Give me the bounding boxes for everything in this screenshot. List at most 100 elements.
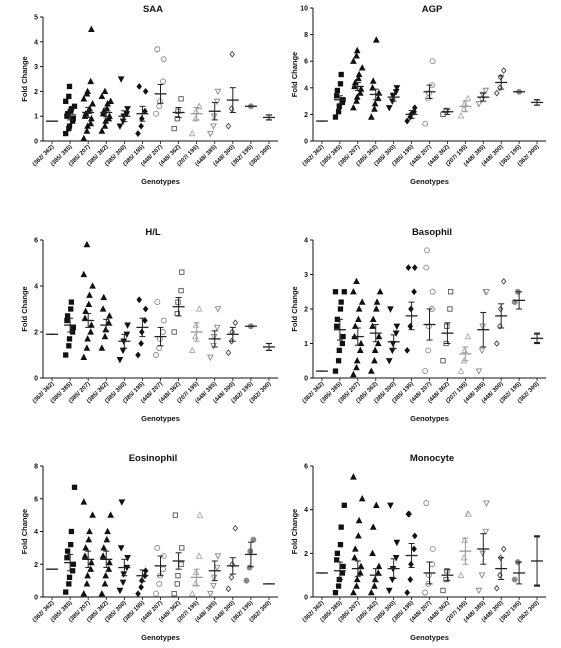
- data-point: [101, 580, 109, 587]
- data-point: [178, 287, 184, 294]
- data-point: [353, 277, 360, 285]
- data-point: [479, 323, 487, 331]
- data-point: [411, 545, 417, 553]
- data-point: [87, 328, 95, 335]
- data-point: [406, 510, 412, 518]
- y-axis-label: Fold Change: [290, 509, 299, 554]
- data-point: [106, 558, 113, 566]
- y-tick-label: 4: [304, 507, 308, 514]
- data-point: [338, 299, 344, 305]
- data-point: [116, 123, 124, 130]
- data-point: [116, 587, 124, 595]
- data-point: [117, 545, 125, 552]
- y-tick-label: 0: [304, 595, 308, 602]
- data-point: [98, 589, 106, 597]
- data-point: [392, 555, 400, 562]
- data-point: [82, 307, 90, 314]
- data-point: [358, 494, 366, 502]
- data-point: [393, 323, 401, 331]
- data-point: [375, 332, 383, 340]
- data-point: [422, 368, 429, 375]
- data-point: [250, 536, 257, 543]
- data-point: [66, 93, 72, 100]
- data-point: [332, 368, 339, 374]
- data-point: [138, 583, 144, 591]
- data-point: [84, 571, 91, 579]
- data-point: [86, 527, 93, 535]
- data-point: [371, 346, 379, 354]
- data-point: [156, 345, 163, 352]
- data-point: [358, 64, 366, 71]
- data-point: [87, 119, 95, 127]
- data-point: [81, 552, 89, 559]
- data-point: [371, 105, 378, 112]
- data-point: [457, 111, 465, 119]
- data-point: [332, 289, 339, 295]
- data-point: [358, 298, 366, 305]
- data-point: [102, 571, 110, 579]
- data-point: [357, 562, 365, 570]
- data-point: [104, 527, 111, 535]
- data-point: [404, 346, 410, 354]
- data-point: [407, 576, 414, 583]
- data-point: [351, 553, 358, 561]
- data-point: [228, 573, 235, 581]
- y-tick-label: 1: [304, 341, 308, 348]
- x-axis-label: Genotypes: [410, 414, 449, 423]
- data-point: [385, 587, 393, 595]
- data-point: [83, 240, 91, 248]
- data-point: [334, 557, 340, 563]
- data-point: [138, 122, 144, 130]
- data-point: [64, 555, 70, 561]
- data-point: [63, 352, 69, 358]
- data-point: [353, 97, 360, 104]
- data-point: [210, 123, 217, 130]
- data-point: [124, 322, 131, 329]
- data-point: [83, 127, 91, 134]
- data-point: [83, 344, 91, 351]
- data-point: [87, 565, 95, 572]
- data-point: [117, 76, 125, 83]
- data-point: [350, 287, 357, 295]
- data-point: [353, 363, 360, 371]
- data-point: [393, 539, 401, 547]
- y-tick-label: 6: [34, 496, 38, 503]
- data-point: [135, 130, 141, 137]
- data-point: [422, 589, 429, 596]
- data-point: [103, 535, 111, 543]
- x-axis-label: Genotypes: [141, 177, 180, 186]
- data-point: [160, 317, 167, 324]
- data-point: [404, 589, 410, 597]
- data-point: [178, 561, 184, 567]
- data-point: [174, 581, 180, 587]
- data-point: [404, 117, 410, 125]
- data-point: [374, 339, 382, 347]
- data-point: [87, 77, 95, 85]
- data-point: [367, 588, 375, 596]
- data-point: [429, 288, 436, 295]
- data-point: [80, 589, 88, 597]
- data-point: [106, 112, 113, 119]
- data-point: [357, 339, 365, 347]
- data-point: [84, 335, 91, 342]
- data-point: [232, 524, 239, 532]
- y-tick-label: 0: [304, 139, 308, 146]
- data-point: [387, 306, 394, 313]
- data-point: [66, 574, 73, 581]
- data-point: [408, 560, 414, 568]
- data-point: [214, 553, 222, 560]
- data-point: [63, 589, 69, 595]
- data-point: [475, 368, 483, 375]
- data-point: [86, 291, 93, 298]
- data-point: [63, 98, 69, 104]
- data-point: [153, 110, 160, 117]
- data-point: [195, 552, 203, 559]
- y-tick-label: 2: [304, 307, 308, 314]
- data-point: [429, 546, 436, 552]
- data-point: [119, 347, 127, 355]
- data-point: [408, 305, 414, 313]
- data-point: [374, 569, 382, 576]
